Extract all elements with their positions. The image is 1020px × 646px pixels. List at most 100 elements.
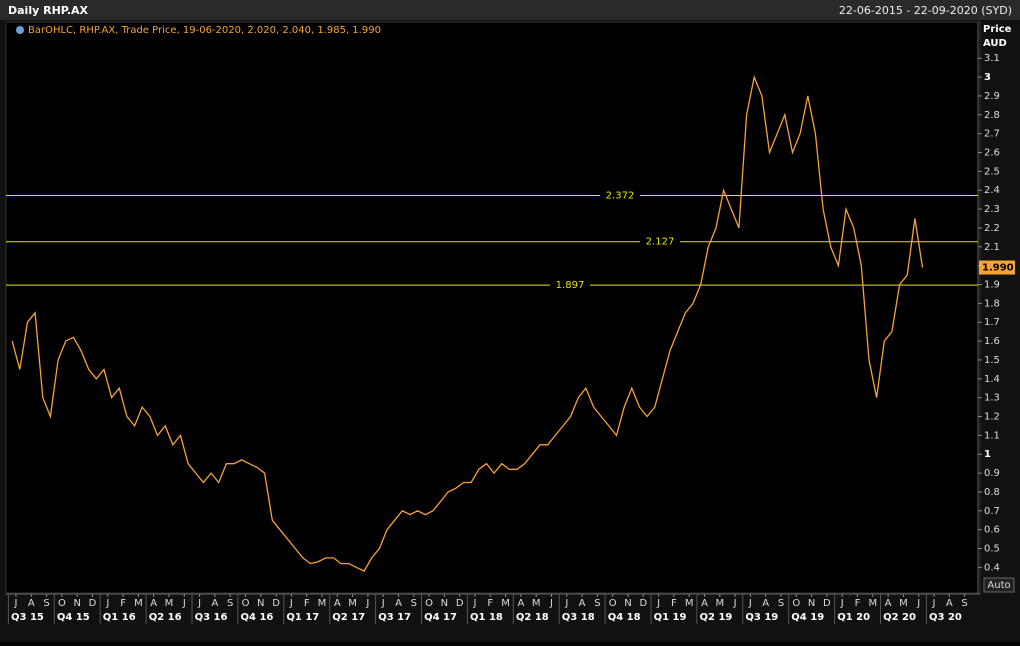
x-tick-label: A (517, 598, 524, 609)
quarter-label: Q2 17 (332, 612, 365, 623)
y-tick-label: 2.8 (984, 110, 1000, 121)
x-tick-label: M (318, 598, 327, 609)
x-tick-label: M (685, 598, 694, 609)
x-tick-label: J (473, 598, 477, 609)
y-tick-label: 1.4 (984, 374, 1000, 385)
y-tick-label: 2.9 (984, 91, 1000, 102)
quarter-label: Q2 18 (516, 612, 549, 623)
x-tick-label: J (656, 598, 660, 609)
y-tick-label: 0.6 (984, 525, 1000, 536)
x-tick-label: F (671, 598, 677, 609)
plot-area (5, 21, 981, 594)
x-tick-label: J (916, 598, 920, 609)
x-tick-label: M (501, 598, 510, 609)
x-tick-label: J (182, 598, 186, 609)
y-tick-label: 2.1 (984, 242, 1000, 253)
x-tick-label: A (334, 598, 341, 609)
x-tick-label: O (242, 598, 250, 609)
x-tick-label: A (579, 598, 586, 609)
quarter-label: Q4 17 (424, 612, 457, 623)
y-tick-label: 1.1 (984, 430, 1000, 441)
y-tick-label: 2.3 (984, 204, 1000, 215)
y-tick-label: 1.3 (984, 393, 1000, 404)
x-tick-label: O (792, 598, 800, 609)
x-tick-label: D (823, 598, 831, 609)
x-tick-label: F (120, 598, 126, 609)
x-tick-label: A (395, 598, 402, 609)
y-tick-label: 2.4 (984, 185, 1000, 196)
quarter-label: Q1 18 (470, 612, 503, 623)
x-tick-label: S (594, 598, 600, 609)
x-tick-label: N (73, 598, 80, 609)
x-tick-label: M (348, 598, 357, 609)
quarter-label: Q4 19 (791, 612, 824, 623)
x-tick-label: O (425, 598, 433, 609)
x-tick-label: S (778, 598, 784, 609)
level-label: 2.372 (606, 190, 635, 201)
quarter-label: Q4 18 (608, 612, 641, 623)
quarter-label: Q3 17 (378, 612, 411, 623)
y-tick-label: 1.9 (984, 279, 1000, 290)
x-tick-label: J (932, 598, 936, 609)
x-tick-label: J (289, 598, 293, 609)
level-label-bg (600, 188, 640, 203)
quarter-label: Q1 17 (286, 612, 319, 623)
y-tick-label: 3 (984, 72, 991, 83)
x-tick-label: D (639, 598, 647, 609)
date-range: 22-06-2015 - 22-09-2020 (SYD) (839, 4, 1012, 17)
x-tick-label: S (227, 598, 233, 609)
auto-button[interactable] (983, 577, 1015, 593)
legend-text: BarOHLC, RHP.AX, Trade Price, 19-06-2020… (28, 25, 381, 36)
x-tick-label: J (105, 598, 109, 609)
x-tick-label: J (733, 598, 737, 609)
y-tick-label: 1.2 (984, 412, 1000, 423)
x-tick-label: J (840, 598, 844, 609)
x-tick-label: J (381, 598, 385, 609)
y-tick-label: 0.7 (984, 506, 1000, 517)
x-tick-label: N (257, 598, 264, 609)
level-label-bg (640, 234, 680, 249)
quarter-label: Q3 20 (929, 612, 962, 623)
x-tick-label: A (211, 598, 218, 609)
quarter-label: Q1 19 (654, 612, 687, 623)
x-tick-label: S (961, 598, 967, 609)
x-tick-label: A (701, 598, 708, 609)
quarter-label: Q1 20 (837, 612, 870, 623)
y-axis-label: Price (983, 24, 1012, 35)
last-price-label: 1.990 (982, 263, 1014, 274)
quarter-label: Q2 20 (883, 612, 916, 623)
y-tick-label: 1.5 (984, 355, 1000, 366)
y-tick-label: 2.5 (984, 166, 1000, 177)
x-tick-label: M (868, 598, 877, 609)
x-tick-label: M (715, 598, 724, 609)
chart-title: Daily RHP.AX (8, 4, 89, 17)
x-tick-label: M (899, 598, 908, 609)
x-tick-label: F (304, 598, 310, 609)
auto-button-label[interactable]: Auto (987, 580, 1010, 591)
x-tick-label: A (762, 598, 769, 609)
y-tick-label: 2.2 (984, 223, 1000, 234)
x-tick-label: M (532, 598, 541, 609)
quarter-label: Q2 16 (149, 612, 182, 623)
x-tick-label: D (272, 598, 280, 609)
x-tick-label: M (165, 598, 174, 609)
quarter-label: Q4 16 (241, 612, 274, 623)
quarter-label: Q2 19 (700, 612, 733, 623)
x-tick-label: S (43, 598, 49, 609)
y-tick-label: 0.5 (984, 544, 1000, 555)
x-tick-label: J (549, 598, 553, 609)
y-tick-label: 0.9 (984, 468, 1000, 479)
level-label: 1.897 (556, 280, 585, 291)
level-label-bg (550, 278, 590, 293)
quarter-label: Q3 15 (11, 612, 44, 623)
x-tick-label: J (14, 598, 18, 609)
x-tick-label: D (89, 598, 97, 609)
title-bar (0, 0, 1020, 20)
y-tick-label: 1.7 (984, 317, 1000, 328)
x-tick-label: F (855, 598, 861, 609)
x-tick-label: A (946, 598, 953, 609)
x-tick-label: F (487, 598, 493, 609)
y-tick-label: 0.8 (984, 487, 1000, 498)
y-axis-unit: AUD (983, 38, 1007, 49)
